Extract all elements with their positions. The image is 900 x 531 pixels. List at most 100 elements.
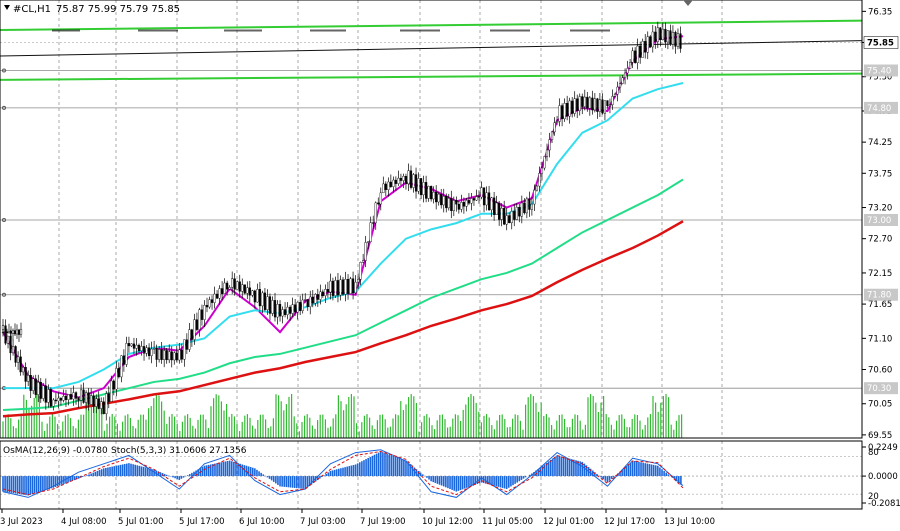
- osma-panel: [0, 449, 862, 498]
- candle-body: [243, 284, 246, 294]
- candle-body: [195, 319, 199, 330]
- candle-body: [576, 98, 579, 111]
- time-tick-label: 12 Jul 17:00: [604, 517, 655, 527]
- candle-body: [369, 222, 372, 242]
- candle-body: [661, 28, 664, 40]
- stoch-signal-line: [2, 450, 684, 496]
- candle-body: [563, 103, 566, 120]
- candle-body: [64, 396, 68, 400]
- candle-body: [450, 198, 453, 212]
- candle-body: [490, 197, 493, 211]
- candle-body: [147, 347, 151, 356]
- candle-body: [193, 319, 196, 340]
- level-price-box: [864, 101, 898, 114]
- candle-body: [422, 182, 425, 196]
- candle-body: [613, 93, 617, 97]
- time-tick-label: 6 Jul 10:00: [239, 517, 285, 527]
- candle-body: [142, 346, 146, 354]
- stoch-main-line: [2, 449, 684, 498]
- candle-body: [200, 309, 204, 320]
- candle-body: [311, 296, 314, 304]
- candle-body: [263, 292, 267, 310]
- candle-body: [122, 355, 125, 365]
- candle-body: [125, 343, 128, 365]
- candle-body: [324, 289, 327, 297]
- candle-body: [465, 200, 468, 207]
- candle-body: [102, 401, 105, 415]
- candle-body: [425, 182, 428, 199]
- candle-body: [593, 98, 596, 111]
- candle-body: [117, 368, 120, 378]
- price-tick-label: 71.10: [868, 334, 892, 344]
- price-tick-label: 69.55: [868, 431, 892, 441]
- candle-body: [485, 192, 488, 206]
- candle-body: [15, 329, 19, 335]
- candle-body: [362, 260, 365, 263]
- candle-body: [493, 197, 496, 215]
- candle-body: [455, 200, 458, 205]
- candle-body: [54, 399, 57, 402]
- candle-body: [37, 382, 40, 395]
- dropdown-triangle-icon[interactable]: [4, 5, 10, 10]
- candle-body: [17, 356, 20, 363]
- level-price-box: [864, 288, 898, 301]
- candle-body: [341, 279, 345, 295]
- candle-body: [112, 380, 115, 390]
- moving-average-line: [2, 220, 684, 418]
- candle-body: [163, 350, 166, 360]
- candle-body: [440, 193, 443, 206]
- candle-body: [90, 395, 93, 405]
- candle-body: [127, 343, 131, 347]
- candle-body: [183, 339, 186, 360]
- candle-body: [651, 31, 654, 48]
- candle-body: [155, 348, 158, 360]
- price-tick-label: 73.20: [868, 204, 892, 214]
- main-panel-frame: [0, 0, 863, 439]
- level-price-box: [864, 64, 898, 77]
- candle-body: [558, 105, 561, 122]
- candle-body: [165, 350, 168, 361]
- candle-body: [432, 191, 435, 200]
- candle-body: [530, 203, 533, 210]
- candle-body: [173, 352, 176, 361]
- candle-body: [480, 187, 483, 198]
- candle-body: [62, 396, 65, 401]
- price-tick-label: 71.65: [868, 300, 892, 310]
- candle-body: [19, 356, 22, 373]
- candle-body: [6, 335, 10, 344]
- candle-body: [316, 294, 319, 300]
- candle-body: [477, 196, 481, 198]
- price-tick-label: 76.35: [868, 7, 892, 17]
- level-anchor: [2, 105, 6, 110]
- candle-body: [659, 27, 662, 40]
- level-price-label: 73.00: [867, 216, 891, 226]
- volume-bars: [2, 394, 683, 438]
- candle-body: [306, 299, 309, 308]
- candle-body: [319, 291, 322, 300]
- candle-body: [29, 375, 32, 391]
- candle-body: [404, 176, 408, 185]
- candle-body: [377, 202, 380, 205]
- candle-body: [510, 211, 513, 224]
- candle-body: [482, 187, 486, 206]
- candle-body: [384, 183, 387, 191]
- candle-body: [77, 398, 80, 401]
- candle-body: [309, 296, 312, 308]
- candle-body: [132, 343, 136, 349]
- candle-body: [435, 191, 438, 203]
- current-price-box: [863, 36, 899, 49]
- trend-channel: [0, 19, 863, 81]
- candle-body: [34, 378, 37, 395]
- candle-body: [283, 309, 287, 315]
- candle-body: [334, 280, 337, 296]
- candle-body: [354, 281, 357, 294]
- candle-body: [276, 304, 279, 318]
- candle-body: [389, 181, 392, 187]
- candle-body: [525, 198, 528, 214]
- candle-body: [145, 347, 148, 354]
- osma-panel-frame: [0, 440, 863, 510]
- candle-body: [13, 330, 17, 335]
- candle-body: [326, 289, 329, 293]
- candle-body: [251, 290, 254, 296]
